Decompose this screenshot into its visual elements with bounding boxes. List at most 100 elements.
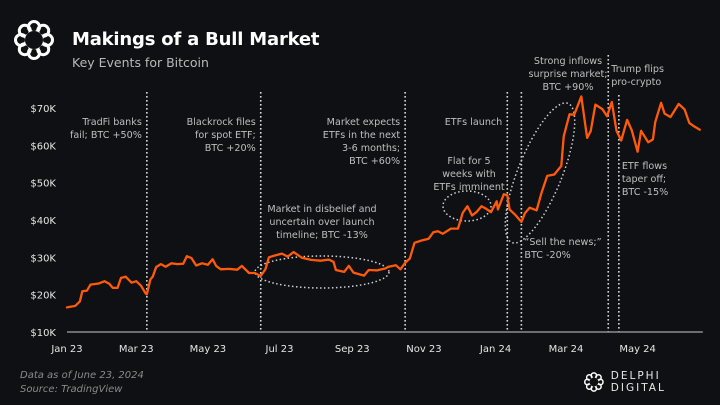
btc-price-point	[301, 257, 303, 259]
period-label: Market in disbelief and uncertain over la…	[267, 204, 376, 241]
btc-price-point	[437, 230, 439, 232]
x-tick-label: Nov 23	[406, 344, 441, 355]
btc-price-point	[293, 251, 295, 253]
event-label: Blackrock files for spot ETF; BTC +20%	[187, 117, 256, 154]
btc-price-point	[195, 264, 197, 267]
btc-price-point	[343, 271, 345, 273]
event-label-line: BTC +60%	[349, 156, 400, 167]
x-tick-label: Jan 23	[50, 344, 82, 355]
y-tick-label: $50K	[30, 179, 56, 190]
event-label: Market expects ETFs in the next 3-6 months…	[323, 117, 401, 167]
btc-price-point	[601, 108, 604, 110]
event-label-line: 3-6 months;	[342, 143, 400, 154]
x-tick-label: Mar 24	[549, 344, 584, 355]
btc-price-point	[442, 233, 444, 235]
btc-price-point	[546, 175, 548, 177]
btc-price-point	[212, 258, 214, 260]
period-label-line: weeks with	[442, 169, 496, 180]
btc-price-point	[450, 228, 452, 230]
btc-price-point	[104, 280, 106, 282]
period-label-line: BTC +90%	[543, 82, 594, 93]
period-label-line: Market in disbelief and	[267, 204, 376, 215]
btc-price-point	[568, 113, 571, 115]
btc-price-point	[281, 253, 283, 255]
axes: $10K $20K $30K $40K $50K $60K $70K Jan 23 Mar 23…	[30, 104, 703, 355]
btc-price-point	[497, 208, 499, 211]
event-label-line: pro-crypto	[611, 77, 661, 88]
period-ellipse	[504, 102, 576, 244]
event-label-line: BTC +20%	[205, 143, 256, 154]
btc-price-point	[506, 194, 508, 196]
btc-price-point	[664, 113, 666, 115]
btc-price-point	[637, 151, 639, 153]
btc-price-point	[264, 268, 266, 270]
event-label-line: ETF flows	[622, 161, 667, 172]
btc-price-point	[146, 293, 148, 295]
btc-price-point	[421, 239, 423, 242]
btc-price-point	[376, 269, 378, 271]
btc-price-point	[320, 260, 322, 262]
event-label-line: “Sell the news;”	[524, 237, 601, 248]
y-tick-label: $20K	[30, 291, 56, 302]
btc-price-point	[540, 192, 542, 195]
y-tick-label: $60K	[30, 141, 56, 152]
btc-price-point	[81, 290, 83, 292]
btc-price-point	[268, 256, 270, 258]
period-label-line: uncertain over launch	[269, 217, 374, 228]
period-label: Strong inflows surprise market; BTC +90%	[529, 56, 608, 93]
btc-price-point	[254, 272, 256, 274]
x-tick-label: Sep 23	[335, 344, 370, 355]
btc-price-point	[654, 121, 656, 123]
btc-price-point	[335, 269, 337, 271]
x-tick-label: Mar 23	[119, 344, 154, 355]
source-note: Source: TradingView	[20, 384, 123, 395]
btc-price-point	[220, 268, 222, 270]
event-lines	[146, 55, 620, 332]
y-tick-label: $30K	[30, 253, 56, 264]
btc-price-point	[190, 257, 193, 259]
btc-price-point	[409, 257, 411, 260]
btc-price-point	[248, 272, 250, 274]
btc-price-point	[236, 269, 238, 271]
btc-price-point	[131, 282, 133, 284]
period-ellipses	[254, 102, 576, 289]
btc-price-point	[640, 130, 642, 132]
btc-price-point	[524, 212, 526, 214]
btc-price-point	[413, 242, 416, 244]
event-label-line: BTC -15%	[622, 187, 668, 198]
btc-price-point	[476, 211, 478, 213]
btc-price-point	[332, 261, 335, 263]
btc-price-point	[669, 116, 672, 118]
btc-price-point	[404, 262, 406, 264]
btc-price-point	[471, 214, 473, 217]
btc-price-point	[432, 231, 434, 233]
btc-price-point	[480, 205, 483, 207]
btc-price-point	[155, 266, 157, 268]
event-label-line: fail; BTC +50%	[70, 130, 142, 141]
btc-price-point	[611, 101, 613, 103]
event-label-line: ETFs in the next	[323, 130, 401, 141]
btc-price-point	[586, 137, 588, 139]
footer-notes: Data as of June 23, 2024 Source: Trading…	[20, 369, 144, 397]
btc-price-line	[65, 95, 701, 309]
btc-price-point	[186, 255, 188, 257]
btc-price-point	[86, 290, 88, 292]
period-ellipse	[442, 190, 492, 222]
btc-price-point	[678, 103, 680, 105]
btc-price-point	[160, 263, 162, 265]
btc-price-point	[388, 266, 390, 268]
chart-subtitle: Key Events for Bitcoin	[72, 55, 209, 70]
btc-price-point	[529, 207, 531, 209]
event-label-line: taper off;	[622, 174, 666, 185]
btc-price-point	[580, 95, 582, 97]
btc-price-point	[287, 256, 289, 258]
btc-price-point	[466, 205, 468, 207]
btc-price-point	[606, 115, 608, 117]
btc-price-point	[363, 275, 365, 277]
btc-price-point	[328, 259, 330, 261]
y-tick-label: $10K	[30, 328, 56, 339]
btc-price-point	[399, 268, 401, 270]
btc-price-point	[120, 277, 122, 279]
event-label: ETF flows taper off; BTC -15%	[622, 161, 668, 198]
x-tick-label: May 24	[619, 344, 656, 355]
